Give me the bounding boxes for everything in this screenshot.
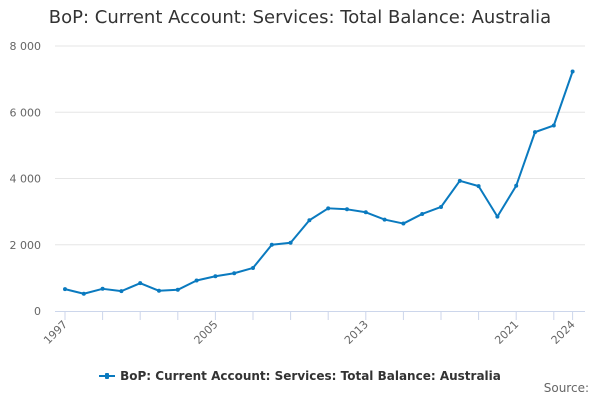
data-point[interactable]	[326, 206, 331, 211]
data-point[interactable]	[420, 211, 425, 216]
data-point[interactable]	[533, 130, 537, 135]
grid-lines	[55, 45, 585, 246]
y-tick-label: 4 000	[10, 173, 42, 186]
data-point[interactable]	[363, 210, 368, 215]
y-tick-label: 0	[34, 305, 41, 318]
data-point[interactable]	[269, 242, 274, 247]
data-series[interactable]	[63, 69, 575, 296]
y-axis-labels: 0 2 000 4 000 6 000 8 000	[10, 40, 42, 318]
x-tick-label: 2005	[192, 318, 221, 347]
legend-label: BoP: Current Account: Services: Total Ba…	[120, 369, 501, 383]
source-label: Source:	[543, 381, 589, 395]
data-point[interactable]	[100, 286, 105, 291]
y-tick-label: 8 000	[10, 40, 42, 53]
data-point[interactable]	[213, 274, 218, 279]
data-point[interactable]	[119, 289, 124, 294]
x-axis: 1997 2005 2013 2021 2024	[41, 311, 585, 347]
y-tick-label: 6 000	[10, 106, 42, 119]
x-tick-label: 1997	[41, 318, 70, 347]
data-point[interactable]	[81, 291, 86, 296]
data-point[interactable]	[251, 265, 255, 270]
data-point[interactable]	[382, 217, 387, 222]
data-point[interactable]	[345, 207, 349, 212]
legend: BoP: Current Account: Services: Total Ba…	[0, 366, 600, 383]
data-point[interactable]	[551, 123, 556, 128]
data-point[interactable]	[63, 287, 67, 292]
data-point[interactable]	[457, 178, 462, 183]
data-point[interactable]	[138, 281, 143, 286]
data-point[interactable]	[194, 278, 199, 283]
x-tick-label: 2024	[549, 318, 578, 347]
data-point[interactable]	[495, 214, 500, 219]
data-point[interactable]	[439, 204, 443, 209]
data-point[interactable]	[288, 240, 293, 245]
line-marker-icon	[99, 373, 116, 379]
data-point[interactable]	[232, 271, 237, 276]
data-point[interactable]	[570, 69, 575, 74]
data-point[interactable]	[476, 184, 481, 189]
chart-title: BoP: Current Account: Services: Total Ba…	[48, 7, 552, 28]
data-point[interactable]	[157, 288, 161, 293]
data-point[interactable]	[401, 221, 406, 226]
data-point[interactable]	[175, 287, 180, 292]
data-point[interactable]	[307, 218, 312, 223]
x-tick-label: 2021	[492, 318, 521, 347]
x-tick-label: 2013	[342, 318, 371, 347]
y-tick-label: 2 000	[10, 239, 42, 252]
data-point[interactable]	[514, 183, 519, 188]
legend-item-series[interactable]: BoP: Current Account: Services: Total Ba…	[99, 369, 501, 383]
series-line[interactable]	[64, 71, 574, 295]
